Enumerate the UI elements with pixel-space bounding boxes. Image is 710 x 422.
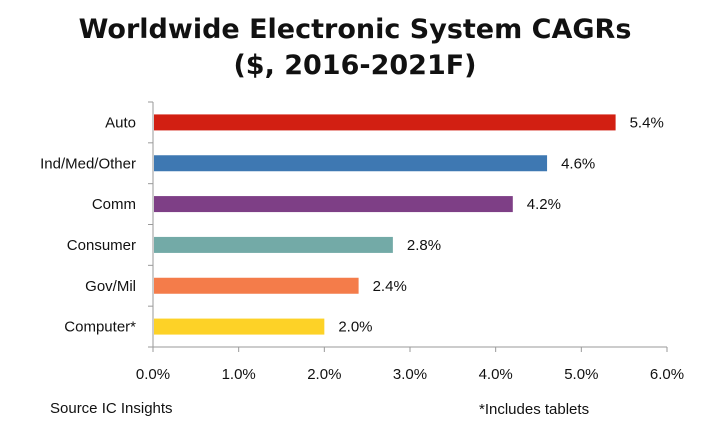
source-note: Source IC Insights <box>50 400 173 417</box>
data-label: 4.6% <box>561 155 595 172</box>
category-label: Auto <box>105 114 136 131</box>
category-label: Gov/Mil <box>85 278 136 295</box>
category-label: Ind/Med/Other <box>40 155 136 172</box>
bar-gov-mil <box>154 277 359 294</box>
data-label: 2.8% <box>407 237 441 254</box>
data-label: 4.2% <box>527 196 561 213</box>
category-label: Comm <box>92 196 136 213</box>
category-label: Computer* <box>64 319 136 336</box>
category-label: Consumer <box>67 237 136 254</box>
x-tick-label: 3.0% <box>393 366 427 383</box>
data-label: 2.4% <box>373 278 407 295</box>
bar-comm <box>154 196 513 213</box>
bar-consumer <box>154 236 393 253</box>
bar-computer <box>154 318 325 335</box>
data-label: 5.4% <box>630 114 664 131</box>
x-tick-label: 1.0% <box>222 366 256 383</box>
footnote: *Includes tablets <box>479 401 590 418</box>
x-tick-label: 4.0% <box>479 366 513 383</box>
chart-subtitle: ($, 2016-2021F) <box>233 50 477 81</box>
x-tick-label: 2.0% <box>307 366 341 383</box>
x-tick-label: 0.0% <box>136 366 170 383</box>
bar-auto <box>154 114 616 131</box>
bar-ind-med-other <box>154 155 548 172</box>
data-label: 2.0% <box>338 319 372 336</box>
x-tick-label: 6.0% <box>650 366 684 383</box>
chart-title: Worldwide Electronic System CAGRs <box>78 14 632 45</box>
x-tick-label: 5.0% <box>564 366 598 383</box>
